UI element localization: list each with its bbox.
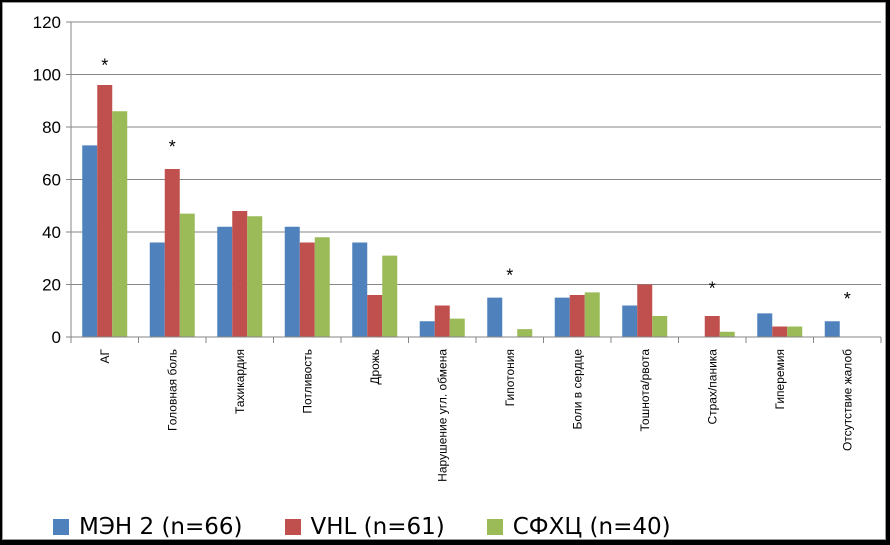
y-tick-label: 40 xyxy=(42,223,61,242)
legend-label: VHL (n=61) xyxy=(310,514,445,540)
bar xyxy=(719,331,735,337)
bar xyxy=(382,255,398,337)
bar xyxy=(232,211,248,337)
bar xyxy=(284,226,300,337)
y-tick-label: 20 xyxy=(42,276,61,295)
bar xyxy=(247,216,263,337)
significance-marker: * xyxy=(506,265,513,285)
significance-marker: * xyxy=(844,289,851,309)
bar xyxy=(299,242,315,337)
category-label: Дрожь xyxy=(368,349,382,385)
bar xyxy=(449,318,465,337)
y-tick-label: 100 xyxy=(33,66,61,85)
bar xyxy=(569,295,585,337)
bar xyxy=(772,326,788,337)
legend-swatch xyxy=(486,519,503,535)
bar xyxy=(554,297,570,337)
bar xyxy=(787,326,803,337)
category-label: АГ xyxy=(98,349,112,364)
legend-item: СФХЦ (n=40) xyxy=(486,514,671,540)
category-label: Гиперемия xyxy=(773,349,787,410)
legend-label: СФХЦ (n=40) xyxy=(512,514,671,540)
bar xyxy=(314,237,330,337)
category-label: Тахикардия xyxy=(233,349,247,414)
bar xyxy=(704,316,720,337)
bar xyxy=(757,313,773,337)
category-label: Боли в сердце xyxy=(570,349,584,430)
category-label: Нарушение угл. обмена xyxy=(435,349,449,482)
legend-swatch xyxy=(284,519,301,535)
bar xyxy=(179,213,195,337)
category-label: Тошнота/рвота xyxy=(638,349,652,432)
category-label: Отсутствие жалоб xyxy=(840,349,854,451)
legend-item: VHL (n=61) xyxy=(284,514,445,540)
bar xyxy=(217,226,233,337)
bar xyxy=(622,305,638,337)
bar-chart: 0 20 40 60 80 100 120 АГ Головная боль Тахикарди… xyxy=(33,13,882,482)
y-tick-label: 60 xyxy=(42,171,61,190)
y-tick-label: 0 xyxy=(52,328,61,347)
significance-marker: * xyxy=(169,137,176,157)
bar xyxy=(652,316,668,337)
bar xyxy=(584,292,600,337)
bar xyxy=(517,329,533,337)
bar xyxy=(164,169,180,337)
legend-label: МЭН 2 (n=66) xyxy=(79,514,243,540)
bar xyxy=(82,145,98,337)
bar xyxy=(637,284,653,337)
category-label: Головная боль xyxy=(165,349,179,431)
chart-legend: МЭН 2 (n=66) VHL (n=61) СФХЦ (n=40) xyxy=(53,509,671,545)
y-tick-label: 120 xyxy=(33,13,61,32)
legend-swatch xyxy=(53,519,69,535)
bar xyxy=(419,321,435,337)
legend-item: МЭН 2 (n=66) xyxy=(53,514,243,540)
bar xyxy=(97,85,113,337)
bar xyxy=(434,305,450,337)
category-label: Страх/паника xyxy=(705,349,719,425)
bar xyxy=(824,321,840,337)
bar xyxy=(352,242,368,337)
bar xyxy=(487,297,503,337)
category-label: Потливость xyxy=(300,349,314,414)
bar xyxy=(149,242,165,337)
bar xyxy=(112,111,128,337)
significance-marker: * xyxy=(709,279,716,299)
significance-marker: * xyxy=(101,55,108,75)
category-label: Гипотония xyxy=(503,349,517,406)
bar xyxy=(367,295,383,337)
y-tick-label: 80 xyxy=(42,118,61,137)
